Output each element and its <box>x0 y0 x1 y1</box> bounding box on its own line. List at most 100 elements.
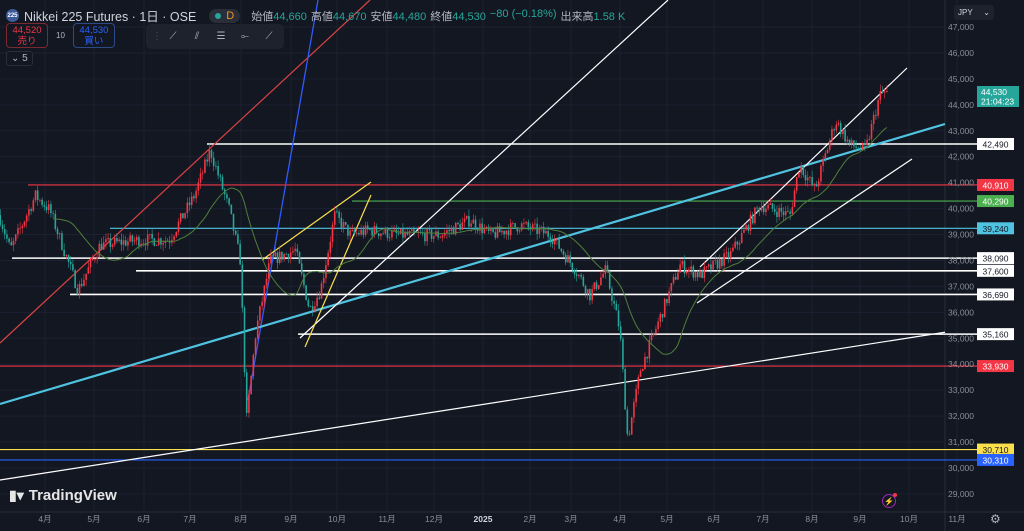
time-axis[interactable]: 4月 5月 6月 7月 8月 9月 10月 11月 12月 2025 2月 3月 4月 5月 6月 7月 8月 9… <box>38 514 965 524</box>
candle-body <box>278 251 281 263</box>
candle-body <box>666 298 668 304</box>
currency-select[interactable]: JPY ⌄ <box>954 5 994 20</box>
candle-body <box>580 274 582 277</box>
candle-body <box>259 306 261 321</box>
candle-body <box>432 235 435 239</box>
candle-body <box>886 91 888 92</box>
level-tag-bg <box>977 252 1014 265</box>
trend-line-icon[interactable]: ⟋ <box>169 31 177 42</box>
candle-body <box>426 228 428 242</box>
candle-body <box>589 289 591 301</box>
candle-body <box>613 300 615 304</box>
parallel-channel-icon[interactable]: ⫽ <box>194 31 200 42</box>
candle-body <box>340 217 343 228</box>
collapse-indicators-button[interactable]: ⌄ 5 <box>6 51 33 66</box>
candle-body <box>61 233 63 250</box>
level-tag-label: 35,160 <box>983 330 1009 340</box>
candle-body <box>186 202 189 214</box>
candle-body <box>206 159 208 162</box>
candle-body <box>857 147 860 150</box>
trend-line <box>247 0 319 401</box>
candle-body <box>252 354 255 376</box>
candle-body <box>591 289 593 301</box>
price-tick: 31,000 <box>948 437 974 447</box>
time-tick: 11月 <box>378 514 395 524</box>
candle-body <box>870 123 873 139</box>
candle-body <box>501 230 503 233</box>
candle-body <box>864 143 866 146</box>
candle-body <box>45 206 48 211</box>
candle-body <box>553 240 556 245</box>
horizontal-ray-icon[interactable]: ⟜ <box>241 31 249 42</box>
trade-buttons: 44,520 売り 10 44,530 買い <box>6 23 115 48</box>
candle-body <box>454 222 457 235</box>
drag-handle-icon[interactable]: ⋮ <box>152 31 162 42</box>
extended-line-icon[interactable]: ⟋ <box>265 31 273 42</box>
candle-body <box>113 238 116 245</box>
candle-body <box>320 283 323 299</box>
buy-button[interactable]: 44,530 買い <box>72 23 115 48</box>
candle-body <box>41 199 43 206</box>
candle-body <box>602 273 604 278</box>
candle-body <box>318 297 321 299</box>
level-tag-label: 40,910 <box>983 180 1009 190</box>
candle-body <box>21 225 24 228</box>
candle-body <box>371 229 373 236</box>
chevron-down-icon: ⌄ <box>983 8 990 17</box>
candle-body <box>582 276 585 286</box>
candle-body <box>600 277 602 285</box>
candle-body <box>738 242 741 245</box>
candle-body <box>118 239 120 242</box>
candle-body <box>791 207 794 214</box>
candle-body <box>274 252 277 257</box>
candle-body <box>195 190 197 199</box>
last-price: 44,530 <box>981 87 1007 97</box>
tradingview-logo[interactable]: ▮▾ TradingView <box>9 487 117 504</box>
candle-body <box>743 229 745 233</box>
candle-body <box>718 258 721 269</box>
candle-body <box>608 272 611 289</box>
flash-alert-icon[interactable]: ⚡ <box>882 493 897 508</box>
candle-body <box>465 215 468 219</box>
candle-body <box>375 226 378 234</box>
candle-body <box>624 369 626 410</box>
candle-body <box>578 274 580 276</box>
candle-body <box>842 129 844 135</box>
level-tag-label: 30,710 <box>983 445 1009 455</box>
candle-body <box>531 224 534 230</box>
candle-body <box>503 230 505 235</box>
candle-body <box>615 303 618 311</box>
time-tick: 10月 <box>900 514 918 524</box>
candle-body <box>646 356 648 359</box>
candle-body <box>648 340 651 359</box>
candle-body <box>883 91 886 93</box>
market-status-pill[interactable]: D <box>209 8 241 23</box>
candle-body <box>122 240 125 245</box>
candle-body <box>619 326 622 339</box>
candle-body <box>569 255 571 263</box>
sell-button[interactable]: 44,520 売り <box>6 23 48 48</box>
candle-body <box>540 226 543 229</box>
fib-retracement-icon[interactable]: ☰ <box>216 31 226 42</box>
candle-body <box>584 285 587 294</box>
candle-body <box>663 298 666 318</box>
candle-body <box>424 233 426 242</box>
candle-body <box>538 228 541 234</box>
symbol-title[interactable]: Nikkei 225 Futures · 1日 · OSE <box>24 10 197 24</box>
level-tag-bg <box>977 443 1014 456</box>
candle-body <box>102 242 105 250</box>
price-axis[interactable]: 47,000 46,000 45,000 44,000 43,000 42,000 41,0… <box>948 22 974 499</box>
candle-body <box>824 153 827 159</box>
candle-body <box>331 224 334 242</box>
symbol-logo: 225 <box>6 9 19 22</box>
candle-body <box>481 223 483 234</box>
candle-body <box>514 223 516 228</box>
candle-body <box>850 140 853 144</box>
candle-body <box>72 264 74 271</box>
candle-body <box>138 236 140 247</box>
candle-body <box>36 190 39 200</box>
candle-body <box>604 265 607 274</box>
settings-gear-icon[interactable]: ⚙ <box>990 512 1001 526</box>
candle-body <box>124 240 127 246</box>
